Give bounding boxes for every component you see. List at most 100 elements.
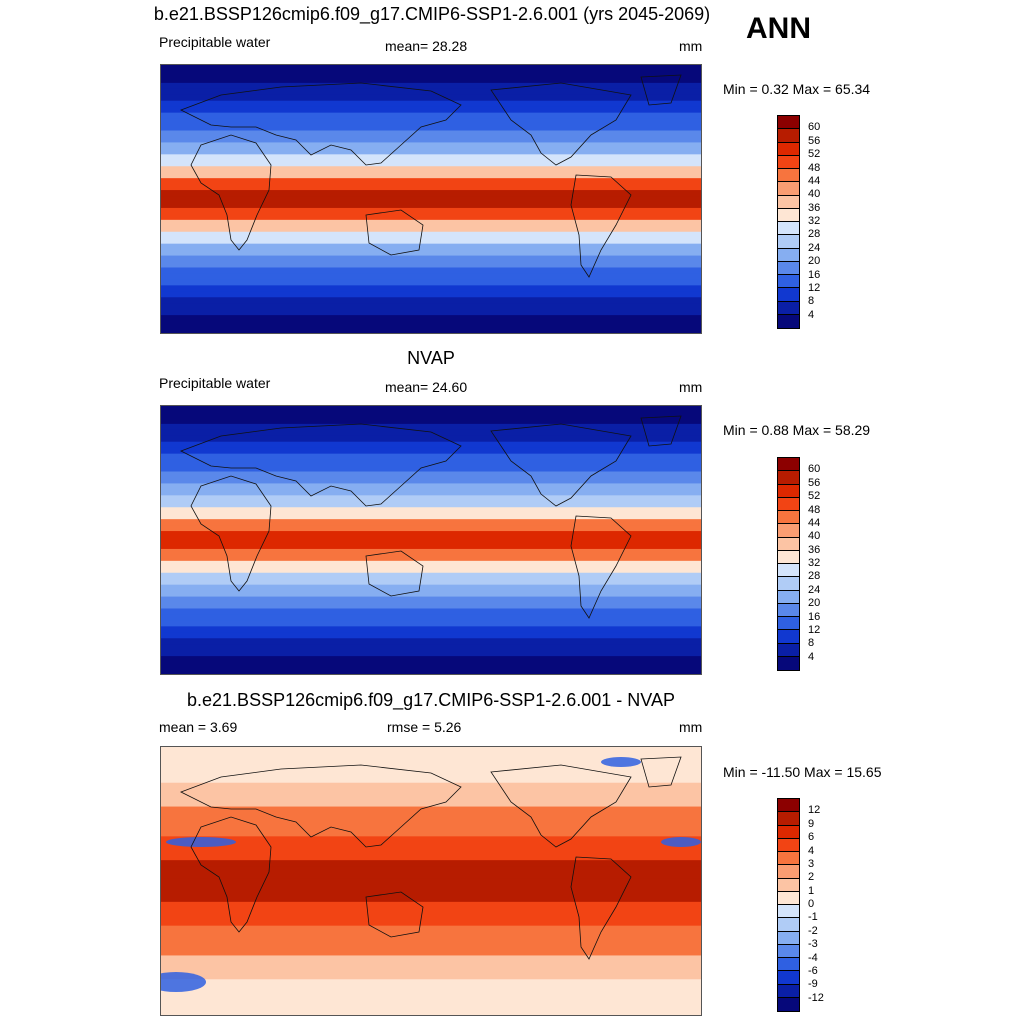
map-latitude-band <box>161 860 701 867</box>
map-latitude-band <box>161 662 701 669</box>
panel2-units-label: mm <box>679 379 703 395</box>
map-latitude-band <box>161 411 701 419</box>
coastline <box>490 82 632 166</box>
colorbar-swatch <box>778 208 799 222</box>
colorbar-swatch <box>778 155 799 169</box>
map-anomaly-patch <box>661 837 701 847</box>
map-latitude-band <box>161 249 701 257</box>
map-latitude-band <box>161 991 701 998</box>
map-latitude-band <box>161 889 701 897</box>
coastline <box>180 764 462 848</box>
colorbar-swatch <box>778 590 799 604</box>
map-latitude-band <box>161 776 701 784</box>
colorbar-swatch <box>778 301 799 315</box>
map-latitude-band <box>161 513 701 520</box>
colorbar-tick-label: 12 <box>808 281 821 294</box>
map-latitude-band <box>161 297 701 304</box>
map-latitude-band <box>161 1009 701 1015</box>
panel3-title: b.e21.BSSP126cmip6.f09_g17.CMIP6-SSP1-2.… <box>187 690 675 710</box>
map-latitude-band <box>161 519 701 526</box>
map-latitude-band <box>161 632 701 639</box>
colorbar-tick-label: 24 <box>808 241 821 254</box>
map-latitude-band <box>161 477 701 484</box>
map-latitude-band <box>161 201 701 209</box>
colorbar-swatch <box>778 524 799 538</box>
map-latitude-band <box>161 537 701 544</box>
colorbar-tick-label: 52 <box>808 148 821 161</box>
colorbar-tick-label: 60 <box>808 463 821 476</box>
coastline <box>190 134 272 251</box>
map-latitude-band <box>161 267 701 274</box>
colorbar-tick-label: 28 <box>808 570 821 583</box>
colorbar-swatch <box>778 235 799 249</box>
map-latitude-band <box>161 178 701 185</box>
map-latitude-band <box>161 429 701 437</box>
map-latitude-band <box>161 321 701 328</box>
map-latitude-band <box>161 124 701 132</box>
coastline <box>180 82 462 166</box>
colorbar-swatch <box>778 116 799 130</box>
colorbar-tick-label: 48 <box>808 161 821 174</box>
panel3-map <box>160 746 702 1016</box>
map-latitude-band <box>161 854 701 861</box>
map-latitude-band <box>161 848 701 855</box>
colorbar-tick-label: -2 <box>808 924 818 937</box>
colorbar-swatch <box>778 195 799 209</box>
colorbar-swatch <box>778 564 799 578</box>
colorbar-tick-label: 32 <box>808 215 821 227</box>
map-latitude-band <box>161 985 701 992</box>
colorbar-tick-label: 12 <box>808 804 821 817</box>
colorbar-swatch <box>778 288 799 302</box>
map-latitude-band <box>161 406 701 413</box>
colorbar-swatch <box>778 984 799 998</box>
map-latitude-band <box>161 531 701 538</box>
map-latitude-band <box>161 196 701 203</box>
map-latitude-band <box>161 489 701 496</box>
map-latitude-band <box>161 572 701 580</box>
map-latitude-band <box>161 118 701 126</box>
colorbar-tick-label: 20 <box>808 255 821 268</box>
map-latitude-band <box>161 548 701 556</box>
map-latitude-band <box>161 895 701 903</box>
map-latitude-band <box>161 937 701 945</box>
map-latitude-band <box>161 172 701 179</box>
colorbar-swatch <box>778 458 799 472</box>
panel3-mean-label: mean = 3.69 <box>159 719 238 735</box>
colorbar-tick-label: 56 <box>808 476 821 489</box>
map-latitude-band <box>161 447 701 455</box>
colorbar-tick-label: 8 <box>808 637 815 650</box>
map-latitude-band <box>161 620 701 627</box>
map-latitude-band <box>161 243 701 251</box>
colorbar-swatch <box>778 511 799 525</box>
panel1-mean-label: mean= 28.28 <box>385 38 468 54</box>
map-latitude-band <box>161 800 701 808</box>
colorbar-swatch <box>778 471 799 485</box>
colorbar-swatch <box>778 878 799 892</box>
colorbar-tick-label: 6 <box>808 831 815 844</box>
map-latitude-band <box>161 794 701 802</box>
map-latitude-band <box>161 285 701 292</box>
map-latitude-band <box>161 907 701 915</box>
coastline <box>365 891 424 938</box>
panel1-units-label: mm <box>679 38 703 54</box>
colorbar-swatch <box>778 617 799 631</box>
colorbar-tick-label: 44 <box>808 174 821 187</box>
map-latitude-band <box>161 501 701 508</box>
panel2-title: NVAP <box>407 348 455 368</box>
map-latitude-band <box>161 961 701 968</box>
map-latitude-band <box>161 190 701 197</box>
map-latitude-band <box>161 602 701 609</box>
map-latitude-band <box>161 273 701 280</box>
colorbar-tick-label: 16 <box>808 268 821 281</box>
map-latitude-band <box>161 949 701 956</box>
map-latitude-band <box>161 507 701 514</box>
map-latitude-band <box>161 166 701 173</box>
colorbar-tick-label: 32 <box>808 557 821 569</box>
map-latitude-band <box>161 160 701 167</box>
map-latitude-band <box>161 65 701 72</box>
map-latitude-band <box>161 279 701 286</box>
colorbar-swatch <box>778 142 799 156</box>
map-field <box>161 747 701 1015</box>
colorbar-tick-label: 16 <box>808 610 821 623</box>
panel3-rmse-label: rmse = 5.26 <box>387 719 462 735</box>
